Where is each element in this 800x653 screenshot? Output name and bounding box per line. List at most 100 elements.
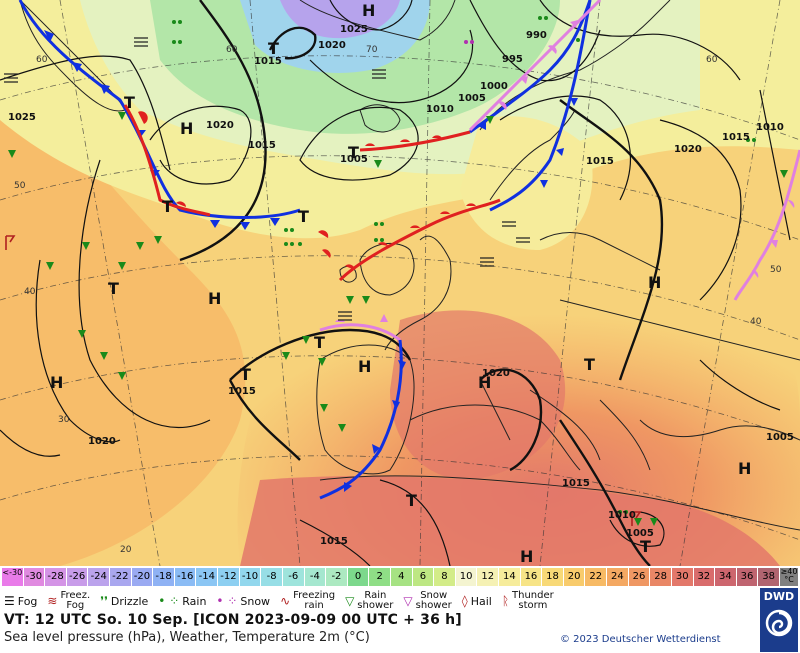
color-scale-cell: 38 [758,568,780,586]
color-scale-cell: 26 [628,568,651,586]
high-pressure-label: H [738,459,751,478]
color-scale-cell: 8 [434,568,456,586]
temperature-unit-swatch: ≥40 °C [780,568,798,586]
latitude-labels: 60 50 40 30 20 60 40 70 60 50 [14,45,782,555]
isobar-label: 1015 [254,56,282,67]
lat-label: 60 [226,45,238,55]
isobar-label: 1010 [426,104,454,115]
color-scale-cell: 14 [499,568,521,586]
lat-label: 40 [750,317,762,327]
color-scale-cell: -22 [110,568,132,586]
high-pressure-label: H [180,119,193,138]
high-pressure-label: H [520,547,533,566]
occlusion-north [468,0,602,132]
legend-freezing-fog-label-top: Freez. [60,590,91,601]
color-scale-cell: 34 [715,568,737,586]
color-scale-cell: 10 [455,568,478,586]
high-pressure-label: H [648,273,661,292]
freezing-rain-icon: ∿ [280,594,291,608]
low-pressure-label: T [584,355,595,374]
legend-fog: ☰ Fog [4,594,37,608]
isobar-label: 1005 [626,528,654,539]
isobar-label: 1020 [88,436,116,447]
thunderstorm-symbols [5,235,642,526]
color-scale-cell: 4 [390,568,413,586]
legend-fog-label: Fog [17,594,38,608]
low-pressure-label: T [406,491,417,510]
lat-label: 60 [36,55,48,65]
color-scale-cell: 0 [347,568,370,586]
legend-hail-label: Hail [470,594,492,608]
isobar-label: 1010 [608,510,636,521]
color-scale-cell: 12 [477,568,500,586]
legend-freezing-rain-label-bottom: rain [304,600,324,611]
isobar-label: 1015 [586,156,614,167]
color-scale-cell: -28 [45,568,67,586]
color-scale-cell: -18 [153,568,175,586]
legend-snow-shower: ▽ Snow shower [403,591,451,611]
low-pressure-label: T [640,537,651,556]
high-pressure-label: H [50,373,63,392]
legend-drizzle-label: Drizzle [110,594,149,608]
color-scale-cell: 28 [650,568,672,586]
isobar-label: 1020 [674,144,702,155]
copyright: © 2023 Deutscher Wetterdienst [560,634,721,645]
unit-top-label: ≥40 [780,567,798,576]
low-pressure-label: T [314,333,325,352]
color-scale-cell: -26 [66,568,89,586]
color-scale-cell: -10 [239,568,262,586]
color-scale-cell: -24 [88,568,111,586]
temperature-field-hot-iberia [390,310,566,480]
snow-shower-icon: ▽ [403,594,413,608]
low-pressure-label: T [240,365,251,384]
lat-label: 50 [770,265,782,275]
legend-freezing-fog-label-bottom: Fog [66,600,85,611]
isobar-label: 1025 [340,24,368,35]
color-scale-cell: -12 [218,568,240,586]
isobar-label: 1015 [228,386,256,397]
rain-shower-icon: ▽ [345,594,355,608]
legend-thunderstorm-label-top: Thunder [512,590,554,601]
rain-shower-symbols [8,112,788,526]
color-scale-cell: -2 [326,568,348,586]
high-pressure-label: H [208,289,221,308]
legend-thunderstorm: ᚱ Thunder storm [502,591,554,611]
color-scale-cell: <-30 [2,568,24,586]
rain-icon: • ⁘ [158,594,180,608]
cold-front-iberia [319,339,406,500]
color-scale-cell: 2 [369,568,391,586]
color-scale-cell: 16 [520,568,543,586]
high-pressure-label: H [362,1,375,20]
freezing-fog-icon: ≋ [47,594,58,608]
low-pressure-label: T [108,279,119,298]
color-scale-cell: 6 [412,568,435,586]
isobar-label: 1020 [206,120,234,131]
color-scale-cell: 24 [607,568,629,586]
dwd-logo-text: DWD [763,590,795,603]
isobar-label: 1005 [340,154,368,165]
isobar-label: 1015 [320,536,348,547]
drizzle-icon: ❜❜ [100,594,108,608]
isobar-label: 1020 [318,40,346,51]
weather-map: 1025 1020 1015 1010 1005 1000 995 990 10… [0,0,800,566]
legend-snow-label: Snow [240,594,271,608]
legend-thunderstorm-label-bottom: storm [518,600,548,611]
isobar-label: 1015 [562,478,590,489]
color-scale-cell: -30 [23,568,46,586]
temperature-field-warm-west [0,80,246,566]
legend-rain-shower: ▽ Rain shower [345,591,393,611]
snow-icon: • ⁘ [216,594,238,608]
legend-freezing-fog: ≋ Freez. Fog [47,591,90,611]
temperature-field-hot-africa [240,476,780,566]
legend-snow-shower-label-bottom: shower [415,600,452,611]
isobar-label: 1005 [766,432,794,443]
color-scale-cell: 18 [542,568,564,586]
thunderstorm-icon: ᚱ [501,594,510,608]
color-scale-cell: -6 [282,568,305,586]
rain-symbols [172,16,756,514]
isobar-label: 995 [502,54,523,65]
valid-time-line: VT: 12 UTC So. 10 Sep. [ICON 2023-09-09 … [4,612,462,628]
hail-icon: ◊ [461,594,468,608]
legend-freezing-rain-label-top: Freezing [293,590,336,601]
cold-front-scandinavia [469,0,592,212]
